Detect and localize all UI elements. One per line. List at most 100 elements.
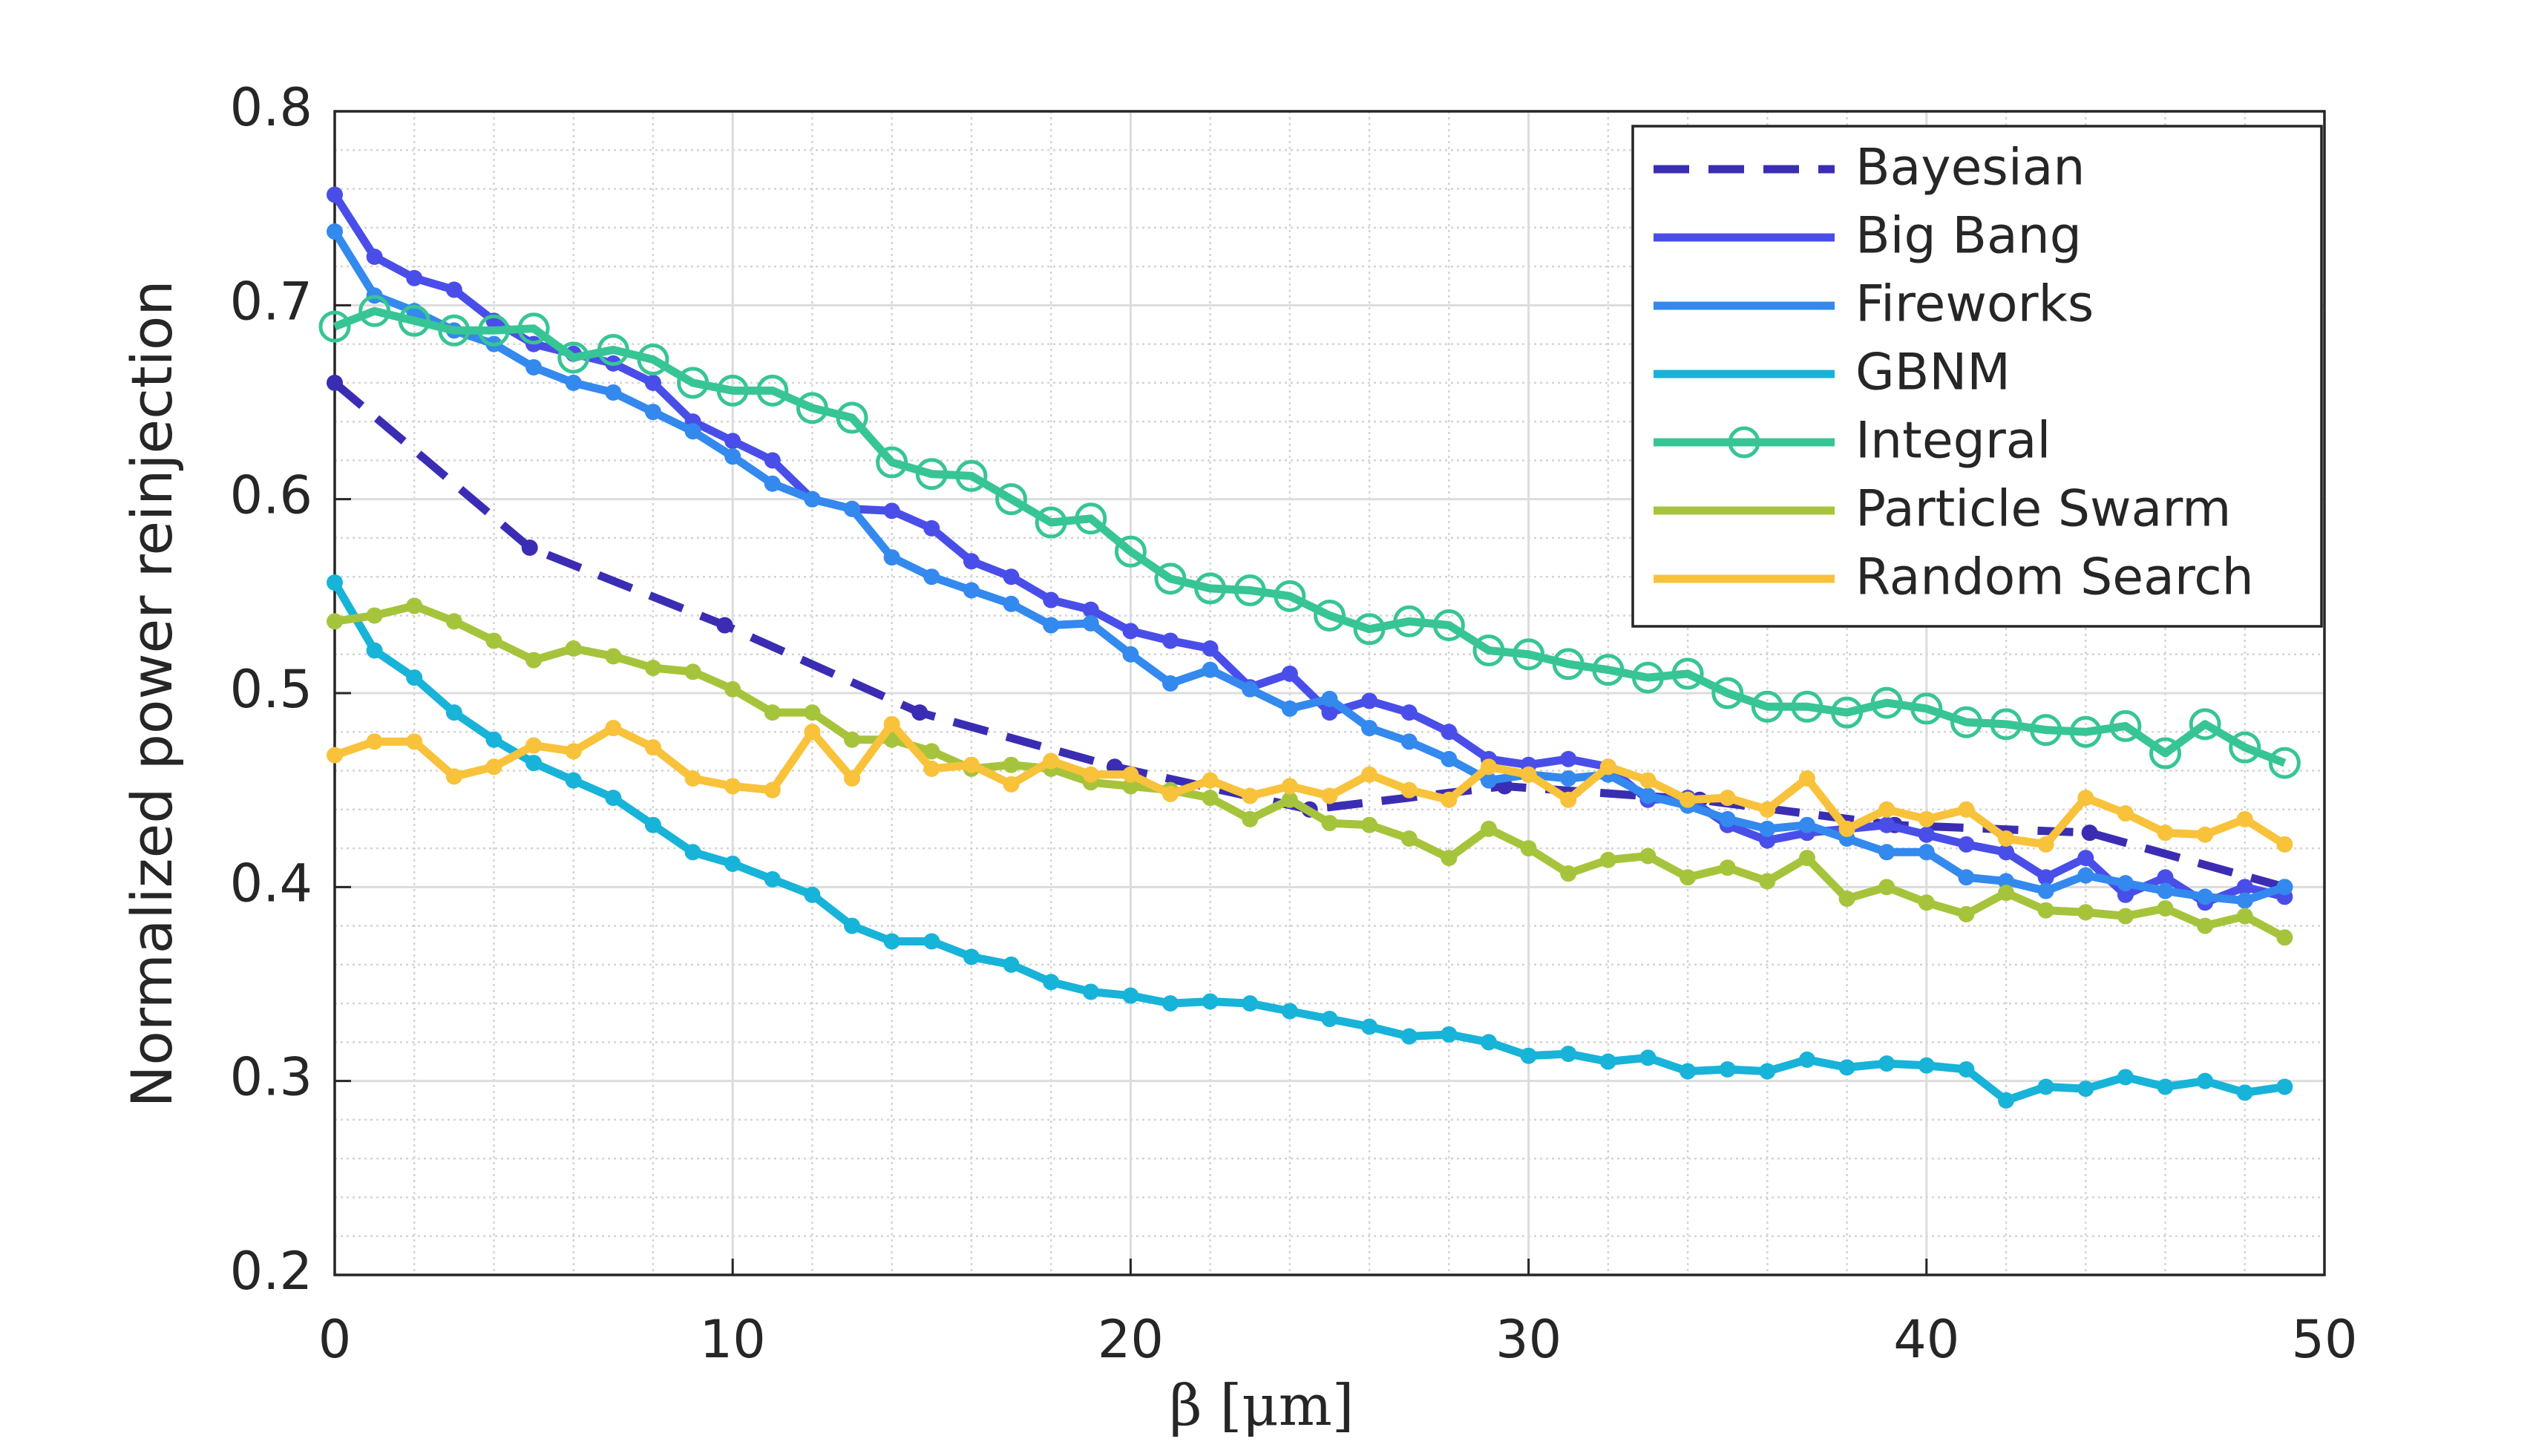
data-point (1998, 1092, 2015, 1109)
data-point (2077, 867, 2094, 884)
data-point (1393, 605, 1426, 637)
data-point (836, 401, 868, 434)
legend-marker (1728, 426, 1760, 459)
data-point (1791, 690, 1823, 723)
data-point (796, 392, 828, 424)
data-point (883, 933, 900, 950)
data-point (1400, 733, 1418, 750)
data-point (1520, 1047, 1537, 1064)
data-point (1990, 708, 2022, 741)
data-point (1242, 787, 1259, 804)
data-point (644, 660, 661, 677)
data-point (1560, 791, 1577, 808)
data-point (517, 312, 550, 345)
data-point (2081, 824, 2098, 842)
data-point (963, 948, 980, 965)
data-point (1998, 844, 2015, 861)
data-point (605, 648, 622, 665)
data-point (1918, 1057, 1935, 1074)
data-point (844, 770, 861, 787)
data-point (1878, 879, 1895, 896)
data-point (1918, 826, 1935, 843)
data-point (1202, 772, 1219, 789)
data-point (1958, 869, 1975, 886)
data-point (366, 249, 383, 265)
data-point (2117, 1069, 2134, 1086)
data-point (684, 844, 701, 861)
data-point (1400, 830, 1418, 847)
x-tick-label: 0 (318, 1309, 352, 1370)
data-point (2236, 892, 2253, 909)
data-point (1003, 756, 1020, 773)
series (327, 574, 2293, 1109)
data-point (398, 304, 430, 337)
data-point (1154, 563, 1187, 595)
data-point (2236, 908, 2253, 925)
data-point (1878, 1055, 1895, 1072)
data-point (1513, 638, 1545, 671)
data-point (844, 500, 861, 517)
y-tick-label: 0.7 (230, 271, 312, 332)
data-point (565, 772, 582, 789)
data-point (1998, 873, 2015, 890)
data-point (2157, 1078, 2174, 1095)
data-point (2069, 715, 2102, 748)
data-point (2117, 805, 2134, 822)
data-point (327, 223, 343, 240)
data-point (1162, 675, 1179, 692)
data-point (1194, 572, 1227, 605)
data-point (1480, 772, 1497, 789)
data-point (1998, 830, 2015, 847)
data-point (804, 886, 821, 903)
data-point (1361, 816, 1378, 833)
data-point (1281, 1003, 1298, 1020)
data-point (1560, 865, 1577, 882)
x-tick-label: 30 (1495, 1309, 1562, 1370)
data-point (1082, 983, 1099, 1000)
data-point (883, 549, 900, 566)
data-point (2117, 886, 2134, 903)
data-point (327, 186, 343, 203)
data-point (1759, 801, 1776, 818)
series (327, 597, 2293, 946)
data-point (327, 374, 343, 391)
data-point (2157, 824, 2174, 842)
data-point (1480, 1034, 1497, 1051)
data-point (1751, 690, 1783, 723)
data-point (1043, 974, 1060, 991)
data-point (1242, 995, 1259, 1012)
data-point (2276, 836, 2293, 853)
data-point (1592, 654, 1625, 686)
data-point (844, 731, 861, 748)
data-point (1162, 995, 1179, 1012)
data-point (406, 669, 423, 686)
data-point (2276, 879, 2293, 896)
data-point (1321, 1011, 1338, 1028)
data-point (804, 491, 821, 508)
data-point (1082, 766, 1099, 783)
data-point (521, 540, 538, 556)
data-point (2117, 908, 2134, 925)
data-point (1918, 894, 1935, 911)
data-point (883, 715, 900, 732)
data-point (1441, 1026, 1458, 1043)
data-point (2268, 747, 2301, 779)
y-tick-label: 0.6 (230, 465, 312, 526)
data-point (1361, 766, 1378, 783)
data-point (1560, 770, 1577, 787)
data-point (963, 756, 980, 773)
data-point (1003, 595, 1020, 612)
data-point (1003, 568, 1020, 586)
data-point (1639, 847, 1657, 865)
data-point (1281, 700, 1298, 717)
data-point (557, 341, 590, 374)
data-point (1639, 787, 1657, 804)
data-point (1003, 775, 1020, 793)
data-point (1719, 1060, 1736, 1078)
data-point (1202, 993, 1219, 1010)
data-point (2157, 882, 2174, 899)
legend-label: Integral (1855, 412, 2051, 470)
data-point (1281, 778, 1298, 795)
data-point (2149, 737, 2182, 770)
